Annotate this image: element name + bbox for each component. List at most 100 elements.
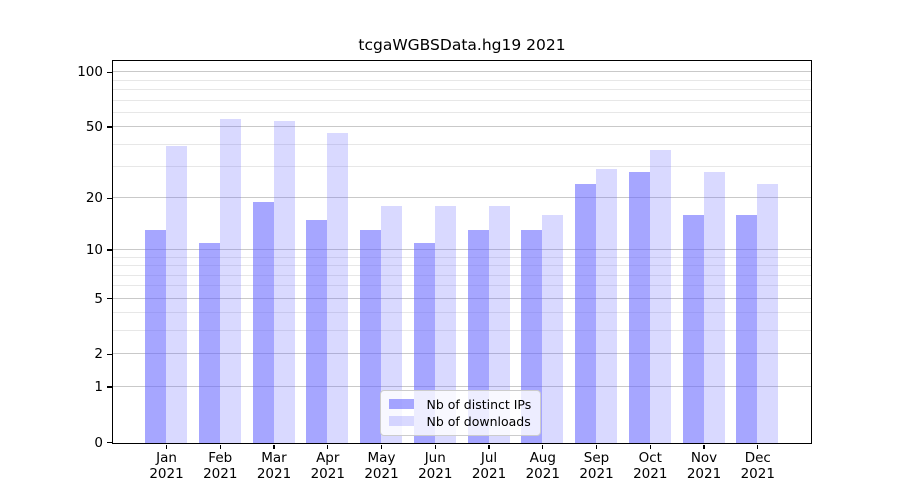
x-tick-label-nov: Nov 2021 [664,450,744,482]
bar-downloads-feb [219,119,241,443]
bar-downloads-nov [703,171,725,443]
bar-downloads-jul [488,205,510,443]
gridline-minor-40 [112,143,811,145]
y-tick-mark-5 [107,298,112,300]
gridline-major-100 [112,71,811,73]
x-tick-mark-aug [542,444,544,449]
x-tick-mark-apr [327,444,329,449]
x-tick-label-jan: Jan 2021 [127,450,207,482]
x-tick-label-apr: Apr 2021 [288,450,368,482]
gridline-minor-3 [112,330,811,332]
plot-area: Nb of distinct IPs Nb of downloads [111,59,812,444]
gridline-minor-4 [112,312,811,314]
bar-distinct-ips-apr [306,219,328,443]
bar-distinct-ips-feb [198,242,220,443]
x-tick-label-feb: Feb 2021 [180,450,260,482]
bar-downloads-jan [166,146,187,443]
gridline-major-1 [112,385,811,387]
x-tick-year: 2021 [633,466,668,482]
y-tick-mark-2 [107,353,112,356]
x-tick-year: 2021 [310,466,345,482]
gridline-minor-7 [112,274,811,276]
x-tick-year: 2021 [149,466,184,482]
legend-label-distinct-ips: Nb of distinct IPs [426,396,532,412]
bar-distinct-ips-sep [575,183,596,443]
gridline-minor-30 [112,165,811,167]
bar-distinct-ips-mar [252,201,274,443]
x-tick-mark-oct [649,444,651,449]
y-tick-mark-10 [107,249,112,251]
y-tick-label-1: 1 [94,378,103,395]
bar-distinct-ips-jan [145,230,166,443]
x-tick-label-sep: Sep 2021 [557,450,637,482]
gridline-major-20 [112,197,811,199]
x-tick-label-aug: Aug 2021 [503,450,583,482]
bar-distinct-ips-nov [682,214,704,443]
bar-distinct-ips-jul [467,230,489,443]
x-tick-label-jul: Jul 2021 [449,450,529,482]
y-tick-label-0: 0 [94,434,103,451]
x-tick-label-may: May 2021 [342,450,422,482]
x-tick-year: 2021 [418,466,453,482]
gridline-minor-9 [112,256,811,258]
gridline-major-10 [112,249,811,251]
x-tick-label-dec: Dec 2021 [718,450,798,482]
x-tick-mark-mar [273,444,275,449]
y-tick-mark-100 [107,71,112,74]
x-tick-month: May [367,450,396,466]
bar-downloads-oct [649,150,671,443]
bar-downloads-may [381,205,402,443]
gridline-minor-90 [112,79,811,81]
x-tick-month: Oct [638,450,662,466]
legend-swatch-downloads [388,416,414,426]
x-tick-label-oct: Oct 2021 [610,450,690,482]
bar-downloads-mar [273,120,295,443]
gridline-minor-60 [112,111,811,113]
x-tick-year: 2021 [203,466,238,482]
gridline-minor-8 [112,265,811,267]
y-tick-label-10: 10 [85,242,103,259]
bar-distinct-ips-dec [736,214,758,443]
bar-distinct-ips-oct [628,171,650,443]
y-tick-label-5: 5 [94,290,103,307]
x-tick-mark-jan [165,444,168,449]
x-tick-year: 2021 [525,466,560,482]
x-tick-month: Apr [316,450,340,466]
x-tick-mark-nov [703,444,705,449]
chart-title: tcgaWGBSData.hg19 2021 [358,36,566,54]
y-tick-label-50: 50 [85,119,103,136]
legend: Nb of distinct IPs Nb of downloads [379,389,541,436]
x-tick-month: Aug [529,450,556,466]
bar-downloads-apr [327,133,349,443]
x-tick-mark-dec [757,444,759,449]
y-tick-mark-50 [107,126,112,128]
x-tick-mark-jul [488,444,490,449]
x-tick-year: 2021 [740,466,775,482]
x-tick-month: Jan [156,450,177,466]
gridline-minor-80 [112,88,811,90]
x-tick-year: 2021 [364,466,399,482]
bar-distinct-ips-aug [521,230,543,443]
x-tick-year: 2021 [579,466,614,482]
x-tick-year: 2021 [686,466,722,482]
x-tick-year: 2021 [256,466,292,482]
bar-downloads-dec [757,183,779,443]
gridline-major-50 [112,126,811,128]
y-tick-mark-1 [107,386,112,388]
x-tick-year: 2021 [471,466,507,482]
x-tick-month: Sep [583,450,610,466]
x-tick-label-mar: Mar 2021 [234,450,314,482]
bars-layer [113,61,811,443]
y-tick-mark-0 [107,441,112,444]
x-tick-mark-feb [219,444,221,449]
bar-distinct-ips-may [360,230,381,443]
legend-label-downloads: Nb of downloads [426,413,531,429]
y-tick-label-100: 100 [77,64,103,81]
x-tick-mark-may [380,444,383,449]
x-tick-month: Jul [480,450,498,466]
x-tick-month: Feb [208,450,233,466]
x-tick-month: Nov [690,450,718,466]
legend-row-distinct-ips: Nb of distinct IPs [388,396,532,413]
x-tick-mark-jun [434,444,436,449]
